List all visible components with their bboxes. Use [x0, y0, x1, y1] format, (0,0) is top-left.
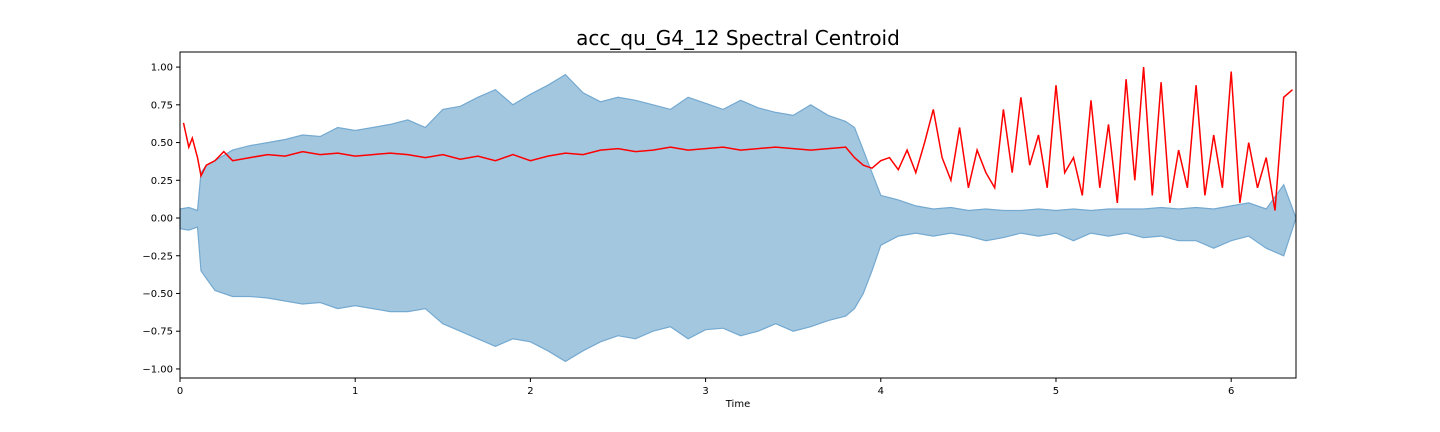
x-tick-label: 3	[702, 386, 708, 397]
x-tick-label: 1	[352, 386, 358, 397]
y-tick-label: −0.75	[142, 327, 173, 338]
y-tick-label: 0.50	[151, 138, 173, 149]
x-tick-label: 6	[1228, 386, 1234, 397]
centroid-layer	[182, 67, 1293, 211]
y-tick-label: −1.00	[142, 364, 173, 375]
chart-title: acc_qu_G4_12 Spectral Centroid	[576, 26, 900, 50]
x-axis-label: Time	[725, 399, 750, 410]
y-tick-label: 0.25	[151, 176, 173, 187]
spectral-centroid-line	[182, 67, 1293, 211]
y-tick-label: 0.00	[151, 214, 173, 225]
y-tick-label: 1.00	[151, 63, 173, 74]
waveform-layer	[179, 73, 1297, 363]
x-axis-ticks: 0 1 2 3 4 5 6	[177, 378, 1234, 397]
x-tick-label: 0	[177, 386, 183, 397]
x-tick-label: 4	[878, 386, 884, 397]
y-axis-ticks: −1.00 −0.75 −0.50 −0.25 0.00 0.25 0.50 0.75 1.00	[142, 63, 180, 375]
waveform-area	[179, 73, 1297, 363]
x-tick-label: 2	[527, 386, 533, 397]
plot-frame	[179, 51, 1297, 379]
y-tick-label: −0.25	[142, 251, 173, 262]
y-tick-label: −0.50	[142, 289, 173, 300]
y-tick-label: 0.75	[151, 100, 173, 111]
x-tick-label: 5	[1053, 386, 1059, 397]
